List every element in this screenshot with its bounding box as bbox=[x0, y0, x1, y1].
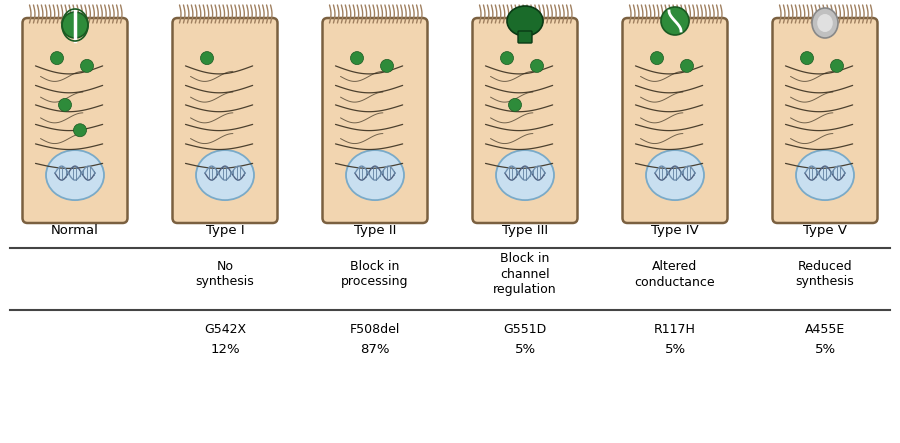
Ellipse shape bbox=[661, 7, 689, 35]
Ellipse shape bbox=[796, 150, 854, 200]
Text: Block in
processing: Block in processing bbox=[341, 260, 409, 288]
Circle shape bbox=[530, 59, 544, 72]
Text: Block in
channel
regulation: Block in channel regulation bbox=[493, 252, 557, 296]
Text: 12%: 12% bbox=[211, 343, 239, 356]
Text: Reduced
synthesis: Reduced synthesis bbox=[796, 260, 854, 288]
FancyBboxPatch shape bbox=[772, 18, 877, 223]
Ellipse shape bbox=[817, 14, 833, 32]
Circle shape bbox=[80, 59, 94, 72]
Text: 5%: 5% bbox=[664, 343, 686, 356]
Ellipse shape bbox=[812, 8, 838, 38]
Text: G542X: G542X bbox=[204, 323, 246, 336]
Text: Type I: Type I bbox=[206, 224, 244, 237]
FancyBboxPatch shape bbox=[472, 18, 578, 223]
Text: 5%: 5% bbox=[515, 343, 536, 356]
Ellipse shape bbox=[46, 150, 104, 200]
Wedge shape bbox=[75, 12, 88, 38]
FancyBboxPatch shape bbox=[322, 18, 428, 223]
FancyBboxPatch shape bbox=[22, 18, 128, 223]
Ellipse shape bbox=[646, 150, 704, 200]
Circle shape bbox=[800, 51, 814, 65]
Text: A455E: A455E bbox=[805, 323, 845, 336]
Ellipse shape bbox=[196, 150, 254, 200]
Circle shape bbox=[50, 51, 64, 65]
Text: Normal: Normal bbox=[51, 224, 99, 237]
Circle shape bbox=[651, 51, 663, 65]
Text: Type II: Type II bbox=[354, 224, 396, 237]
Circle shape bbox=[508, 98, 521, 111]
Circle shape bbox=[831, 59, 843, 72]
Circle shape bbox=[74, 124, 86, 137]
Text: 87%: 87% bbox=[360, 343, 390, 356]
Ellipse shape bbox=[507, 6, 543, 36]
FancyBboxPatch shape bbox=[518, 31, 532, 43]
Text: Type IV: Type IV bbox=[651, 224, 699, 237]
Circle shape bbox=[58, 98, 71, 111]
Circle shape bbox=[500, 51, 514, 65]
Text: Type V: Type V bbox=[803, 224, 847, 237]
Circle shape bbox=[680, 59, 694, 72]
FancyBboxPatch shape bbox=[623, 18, 727, 223]
Circle shape bbox=[350, 51, 364, 65]
Ellipse shape bbox=[496, 150, 554, 200]
Text: Type III: Type III bbox=[502, 224, 548, 237]
Wedge shape bbox=[62, 12, 75, 38]
FancyBboxPatch shape bbox=[173, 18, 277, 223]
Text: No
synthesis: No synthesis bbox=[195, 260, 255, 288]
Circle shape bbox=[201, 51, 213, 65]
Text: 5%: 5% bbox=[814, 343, 835, 356]
Text: Altered
conductance: Altered conductance bbox=[634, 260, 716, 288]
Text: G551D: G551D bbox=[503, 323, 546, 336]
Text: F508del: F508del bbox=[350, 323, 400, 336]
Circle shape bbox=[381, 59, 393, 72]
Ellipse shape bbox=[346, 150, 404, 200]
Text: R117H: R117H bbox=[654, 323, 696, 336]
